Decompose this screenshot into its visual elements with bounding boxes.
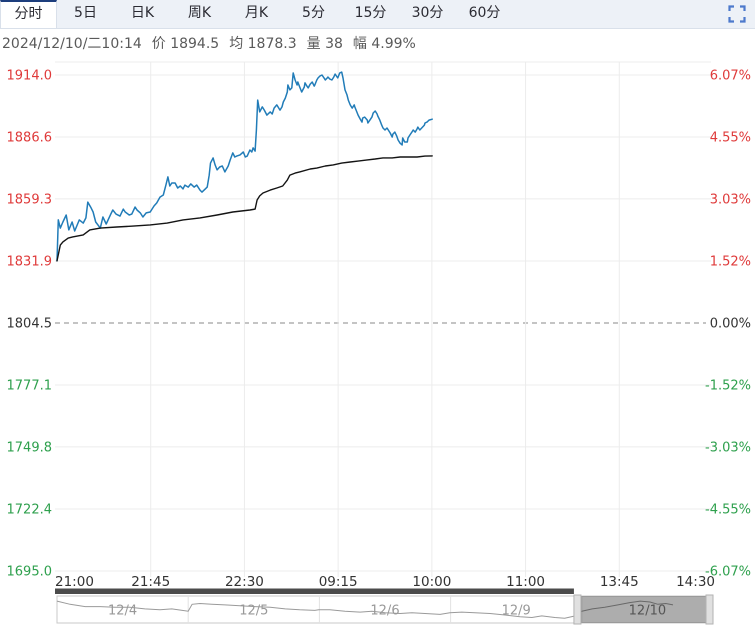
quote-info-segment: 量 38 (306, 35, 343, 52)
navigator-handle-left[interactable] (573, 594, 582, 625)
tab-weekly-k[interactable]: 周K (187, 5, 212, 21)
percent-axis-label: -4.55% (705, 502, 751, 517)
percent-axis-label: -6.07% (705, 565, 751, 580)
price-axis-label: 1777.1 (7, 379, 53, 394)
time-axis-label: 21:00 (55, 574, 94, 590)
tab-intraday[interactable]: 分时 (0, 0, 57, 28)
navigator-date-label: 12/4 (108, 604, 137, 619)
percent-axis-label: 1.52% (710, 254, 751, 269)
price-axis-label: 1722.4 (7, 502, 53, 517)
chart-period-tabs: 分时 5日 日K 周K 月K 5分 15分 30分 60分 (0, 0, 755, 29)
price-axis-label: 1831.9 (7, 254, 53, 269)
navigator-date-label: 12/6 (370, 604, 399, 619)
tab-daily-k[interactable]: 日K (130, 5, 155, 21)
navigator-selection[interactable] (580, 596, 706, 623)
average-line (56, 155, 433, 262)
navigator-date-label: 12/5 (239, 604, 268, 619)
percent-axis-label: 6.07% (710, 69, 751, 84)
quote-info-segment: 均 1878.3 (229, 35, 297, 52)
percent-axis-label: -3.03% (705, 440, 751, 455)
quote-info-segment: 2024/12/10/二10:14 (2, 35, 142, 52)
price-axis-label: 1859.3 (7, 192, 53, 207)
percent-axis-label: 0.00% (710, 317, 751, 332)
quote-info-bar: 2024/12/10/二10:14 价 1894.5 均 1878.3 量 38 幅 4… (0, 29, 755, 56)
time-axis-label: 22:30 (225, 574, 264, 590)
fullscreen-icon[interactable] (728, 0, 746, 28)
price-axis-label: 1804.5 (7, 317, 53, 332)
price-axis-label: 1695.0 (7, 565, 53, 580)
tab-monthly-k[interactable]: 月K (244, 5, 269, 21)
time-axis-label: 11:00 (506, 574, 545, 590)
chart-scrollbar-thumb[interactable] (55, 588, 574, 595)
percent-axis-label: 3.03% (710, 192, 751, 207)
quote-info-segment: 幅 4.99% (352, 35, 416, 52)
quote-info-segment: 价 1894.5 (151, 35, 220, 52)
navigator-handle-right[interactable] (705, 594, 714, 625)
chart-plot-area[interactable] (57, 62, 713, 577)
price-line (56, 71, 433, 262)
time-axis-label: 10:00 (412, 574, 451, 590)
percent-axis-label: 4.55% (710, 131, 751, 146)
time-axis-label: 21:45 (131, 574, 170, 590)
time-axis-label: 14:30 (676, 574, 715, 590)
time-axis-label: 09:15 (319, 574, 358, 590)
navigator-sparkline (56, 600, 674, 619)
navigator-date-label: 12/9 (502, 604, 531, 619)
navigator-date-label: 12/10 (629, 604, 666, 619)
percent-axis-label: -1.52% (705, 379, 751, 394)
price-axis-label: 1886.6 (7, 131, 53, 146)
tab-15min[interactable]: 15分 (354, 5, 387, 21)
price-axis-label: 1914.0 (7, 69, 53, 84)
tab-60min[interactable]: 60分 (468, 5, 501, 21)
time-axis-label: 13:45 (600, 574, 639, 590)
tab-5day[interactable]: 5日 (74, 5, 97, 21)
tab-5min[interactable]: 5分 (302, 5, 325, 21)
tab-30min[interactable]: 30分 (411, 5, 444, 21)
price-axis-label: 1749.8 (7, 440, 53, 455)
